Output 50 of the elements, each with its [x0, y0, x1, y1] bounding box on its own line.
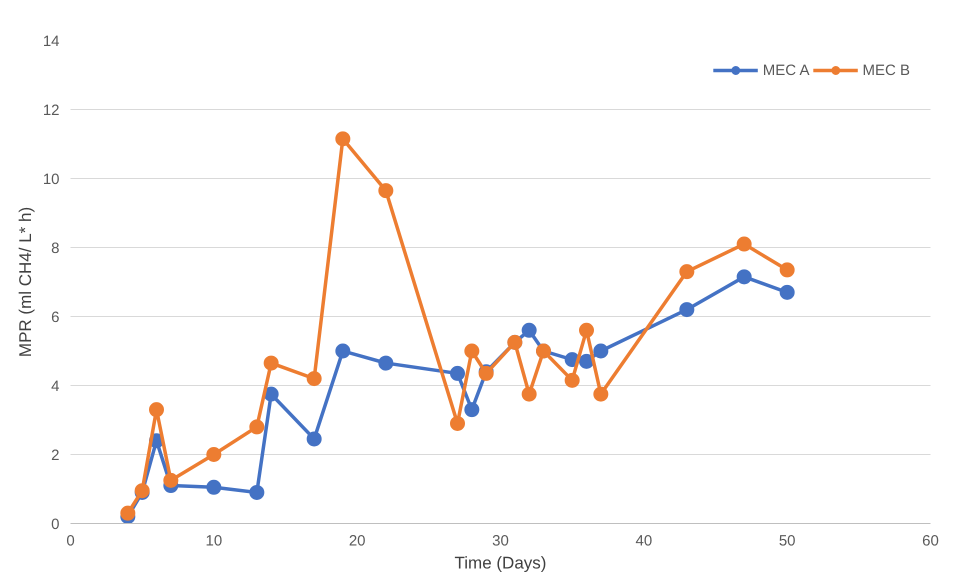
y-tick-label: 10 — [42, 171, 60, 188]
point — [522, 322, 537, 338]
point — [564, 372, 580, 388]
point — [780, 262, 795, 278]
point — [450, 416, 465, 431]
point — [249, 419, 264, 434]
x-tick-label: 40 — [635, 532, 652, 550]
point — [736, 236, 752, 252]
y-tick-label: 8 — [51, 240, 60, 257]
point — [378, 356, 394, 371]
point — [264, 356, 279, 371]
point — [679, 264, 694, 280]
y-tick-label: 2 — [51, 447, 60, 464]
point — [206, 447, 222, 462]
y-tick-label: 0 — [51, 516, 60, 533]
x-tick-label: 60 — [922, 532, 939, 550]
point — [780, 284, 795, 300]
point — [306, 371, 322, 386]
point — [206, 480, 222, 495]
y-axis-title: MPR (ml CH4/ L* h) — [16, 206, 35, 358]
point — [378, 183, 394, 198]
point — [450, 366, 465, 381]
point — [264, 386, 279, 402]
y-tick-label: 14 — [42, 33, 60, 50]
x-tick-label: 30 — [492, 532, 509, 550]
point — [464, 402, 480, 418]
x-tick-label: 10 — [205, 532, 222, 550]
x-tick-label: 50 — [778, 532, 796, 550]
point — [249, 484, 264, 500]
point — [579, 322, 594, 338]
point — [464, 344, 480, 358]
point — [163, 472, 178, 488]
point — [335, 131, 350, 146]
legend-label: MEC A — [762, 62, 810, 78]
y-tick-label: 4 — [51, 378, 60, 395]
x-axis-title: Time (Days) — [454, 554, 546, 572]
point — [679, 302, 694, 318]
point — [736, 269, 752, 284]
point — [306, 431, 322, 446]
point — [120, 506, 136, 521]
legend-label: MEC B — [862, 62, 910, 78]
point — [593, 386, 608, 402]
point — [522, 386, 537, 402]
point — [149, 402, 164, 418]
point — [593, 344, 608, 358]
x-tick-label: 0 — [66, 532, 75, 550]
y-tick-label: 12 — [42, 102, 60, 119]
point — [335, 344, 350, 358]
y-tick-label: 6 — [51, 309, 60, 326]
x-tick-label: 20 — [348, 532, 366, 550]
